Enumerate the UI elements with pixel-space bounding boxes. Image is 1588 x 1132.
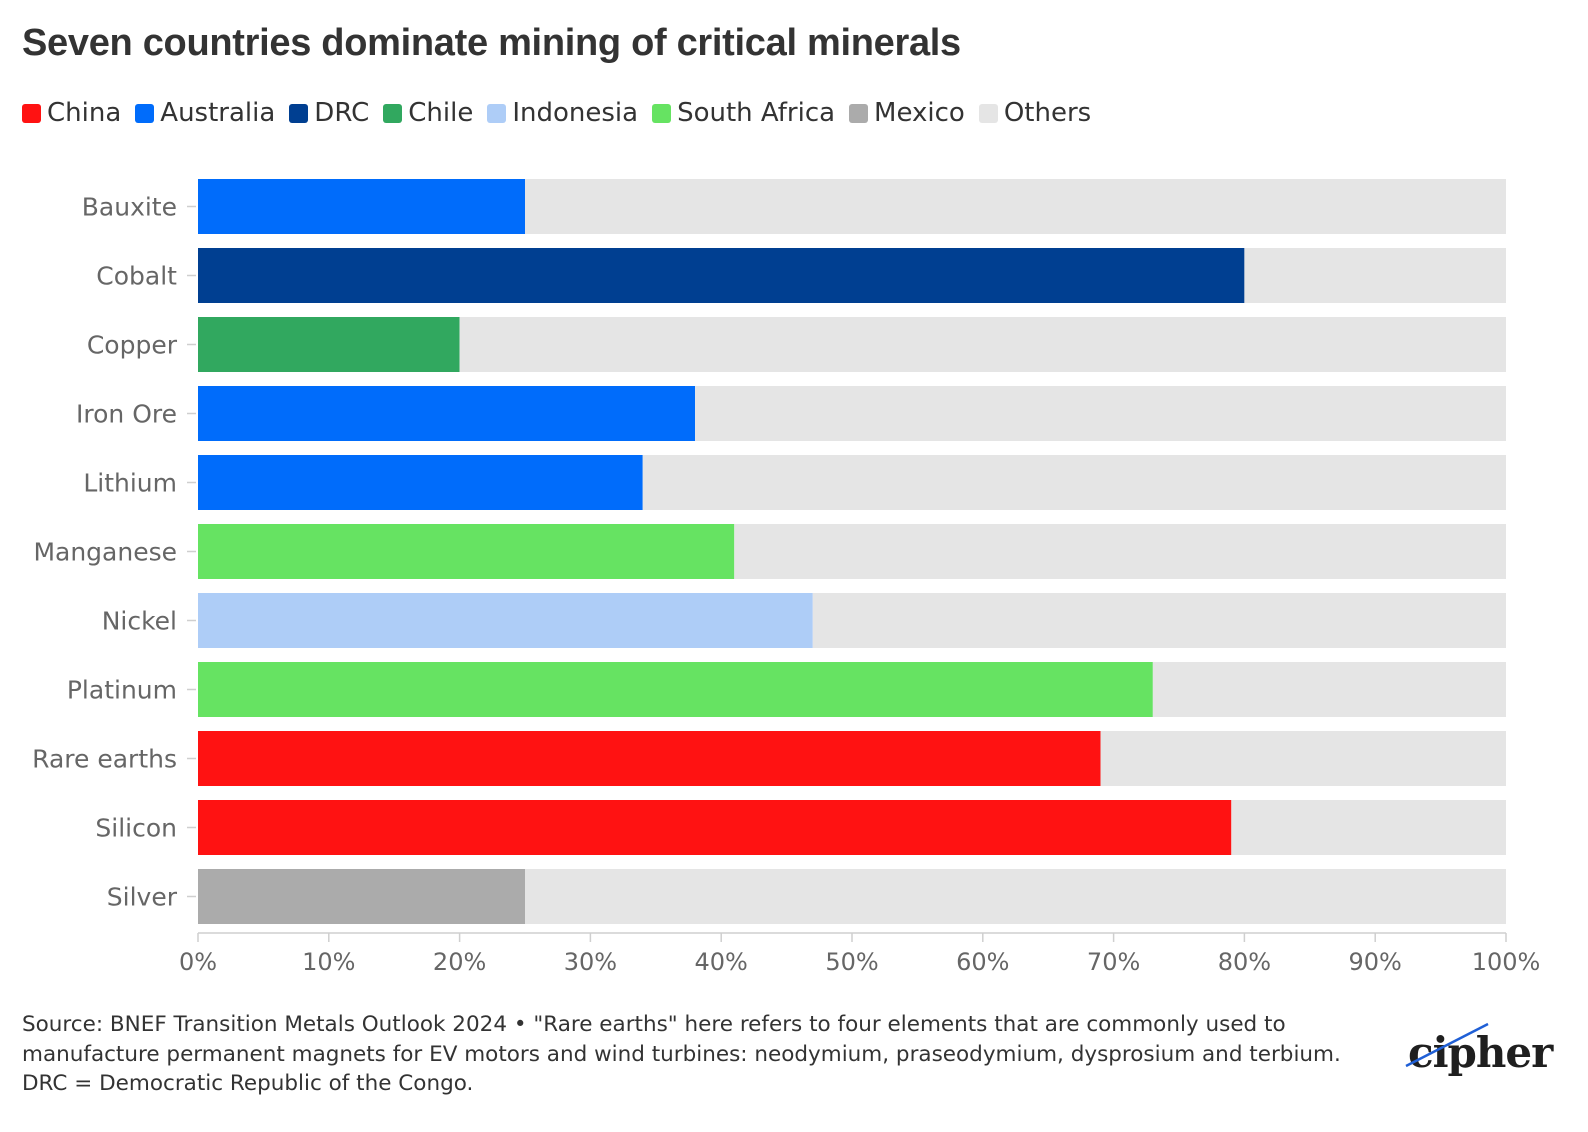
x-tick-label: 40% bbox=[695, 948, 748, 976]
bar-silver-mexico bbox=[198, 869, 525, 924]
category-label: Cobalt bbox=[96, 262, 177, 291]
category-label: Nickel bbox=[102, 607, 177, 636]
logo-slash-icon bbox=[1405, 1022, 1489, 1068]
bar-silver-others bbox=[525, 869, 1506, 924]
x-tick-label: 0% bbox=[179, 948, 217, 976]
bar-silicon-others bbox=[1231, 800, 1506, 855]
category-label: Lithium bbox=[83, 469, 177, 498]
bar-chart: Bauxite Cobalt Copper Iron Ore Lithium Mangan… bbox=[32, 179, 1541, 976]
bar-nickel-indonesia bbox=[198, 593, 813, 648]
bar-platinum-south-africa bbox=[198, 662, 1153, 717]
category-label: Rare earths bbox=[32, 745, 177, 774]
x-tick-label: 50% bbox=[825, 948, 878, 976]
bar-copper-chile bbox=[198, 317, 460, 372]
legend-item-australia: Australia bbox=[135, 98, 275, 128]
bar-silicon-china bbox=[198, 800, 1232, 855]
bar-rare-earths-others bbox=[1100, 731, 1506, 786]
bar-copper-others bbox=[459, 317, 1507, 372]
bar-bauxite-others bbox=[525, 179, 1506, 234]
category-label: Silver bbox=[107, 883, 178, 912]
legend-item-south-africa: South Africa bbox=[652, 98, 835, 128]
category-label: Platinum bbox=[67, 676, 177, 705]
bar-lithium-australia bbox=[198, 455, 643, 510]
legend-label: Australia bbox=[160, 98, 276, 128]
legend-label: China bbox=[47, 98, 122, 128]
legend-swatch bbox=[289, 103, 309, 123]
category-label: Iron Ore bbox=[76, 400, 177, 429]
bar-nickel-others bbox=[812, 593, 1506, 648]
x-tick-label: 10% bbox=[302, 948, 355, 976]
legend-label: South Africa bbox=[677, 98, 836, 128]
x-tick-label: 30% bbox=[564, 948, 617, 976]
legend-label: Chile bbox=[408, 98, 474, 128]
cipher-logo: cipher bbox=[1400, 1022, 1560, 1084]
chart-title: Seven countries dominate mining of criti… bbox=[22, 22, 961, 64]
x-tick-label: 70% bbox=[1087, 948, 1140, 976]
x-tick-label: 90% bbox=[1349, 948, 1402, 976]
bar-iron-ore-australia bbox=[198, 386, 696, 441]
legend-item-china: China bbox=[22, 98, 121, 128]
x-tick-label: 80% bbox=[1218, 948, 1271, 976]
legend-swatch bbox=[849, 103, 869, 123]
legend-item-drc: DRC bbox=[289, 98, 369, 128]
bar-lithium-others bbox=[642, 455, 1506, 510]
bar-manganese-south-africa bbox=[198, 524, 735, 579]
legend-label: DRC bbox=[314, 98, 370, 128]
x-tick-label: 20% bbox=[433, 948, 486, 976]
legend-label: Others bbox=[1003, 98, 1092, 128]
bar-platinum-others bbox=[1152, 662, 1506, 717]
legend: China Australia DRC Chile Indonesia South Afr… bbox=[22, 98, 1105, 128]
category-label: Manganese bbox=[33, 538, 177, 567]
category-label: Silicon bbox=[95, 814, 177, 843]
source-footnote: Source: BNEF Transition Metals Outlook 2… bbox=[22, 1012, 1341, 1096]
legend-item-indonesia: Indonesia bbox=[487, 98, 638, 128]
legend-label: Indonesia bbox=[512, 98, 639, 128]
legend-swatch bbox=[135, 103, 155, 123]
category-label: Copper bbox=[87, 331, 178, 360]
bar-manganese-others bbox=[734, 524, 1506, 579]
legend-swatch bbox=[978, 103, 998, 123]
category-label: Bauxite bbox=[82, 193, 177, 222]
legend-label: Mexico bbox=[874, 98, 965, 128]
legend-item-mexico: Mexico bbox=[849, 98, 965, 128]
legend-item-chile: Chile bbox=[383, 98, 473, 128]
bar-cobalt-drc bbox=[198, 248, 1245, 303]
bar-bauxite-australia bbox=[198, 179, 525, 234]
legend-swatch bbox=[652, 103, 672, 123]
x-tick-label: 100% bbox=[1472, 948, 1541, 976]
legend-swatch bbox=[487, 103, 507, 123]
bar-rare-earths-china bbox=[198, 731, 1101, 786]
legend-swatch bbox=[22, 103, 41, 123]
legend-item-others: Others bbox=[978, 98, 1092, 128]
bar-cobalt-others bbox=[1244, 248, 1506, 303]
bar-iron-ore-others bbox=[695, 386, 1506, 441]
x-tick-label: 60% bbox=[956, 948, 1009, 976]
legend-swatch bbox=[383, 103, 403, 123]
